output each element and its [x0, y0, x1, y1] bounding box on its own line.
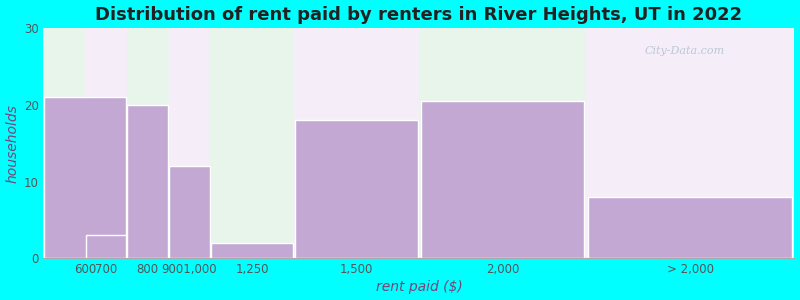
Bar: [169, 166, 210, 258]
Bar: [294, 28, 419, 258]
Bar: [588, 197, 792, 258]
Bar: [85, 28, 127, 258]
Bar: [127, 105, 168, 258]
Bar: [419, 28, 586, 258]
Bar: [586, 28, 794, 258]
Title: Distribution of rent paid by renters in River Heights, UT in 2022: Distribution of rent paid by renters in …: [95, 6, 742, 24]
Bar: [421, 101, 584, 258]
Y-axis label: households: households: [6, 104, 19, 183]
Bar: [43, 28, 127, 258]
Bar: [44, 97, 126, 258]
Bar: [86, 236, 126, 258]
Bar: [169, 28, 210, 258]
Bar: [210, 28, 294, 258]
Text: City-Data.com: City-Data.com: [644, 46, 724, 56]
Bar: [295, 120, 418, 258]
Bar: [127, 28, 169, 258]
Bar: [211, 243, 293, 258]
X-axis label: rent paid ($): rent paid ($): [375, 280, 462, 294]
